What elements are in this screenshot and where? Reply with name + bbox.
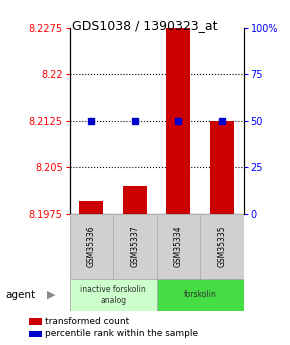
Bar bbox=[70, 214, 113, 279]
Bar bbox=[157, 279, 244, 311]
Text: GSM35334: GSM35334 bbox=[174, 226, 183, 267]
Text: inactive forskolin
analog: inactive forskolin analog bbox=[80, 285, 146, 305]
Text: GSM35336: GSM35336 bbox=[87, 226, 96, 267]
Bar bbox=[79, 201, 103, 214]
Text: agent: agent bbox=[6, 290, 36, 300]
Text: ▶: ▶ bbox=[46, 290, 55, 300]
Bar bbox=[200, 214, 244, 279]
Text: percentile rank within the sample: percentile rank within the sample bbox=[45, 329, 198, 338]
Bar bbox=[123, 186, 147, 214]
Text: GSM35337: GSM35337 bbox=[130, 226, 139, 267]
Text: transformed count: transformed count bbox=[45, 317, 129, 326]
Bar bbox=[157, 214, 200, 279]
Bar bbox=[70, 279, 157, 311]
Text: forskolin: forskolin bbox=[184, 290, 217, 299]
Text: GDS1038 / 1390323_at: GDS1038 / 1390323_at bbox=[72, 19, 218, 32]
Bar bbox=[113, 214, 157, 279]
Text: GSM35335: GSM35335 bbox=[217, 226, 226, 267]
Bar bbox=[210, 121, 234, 214]
Bar bbox=[166, 24, 190, 214]
